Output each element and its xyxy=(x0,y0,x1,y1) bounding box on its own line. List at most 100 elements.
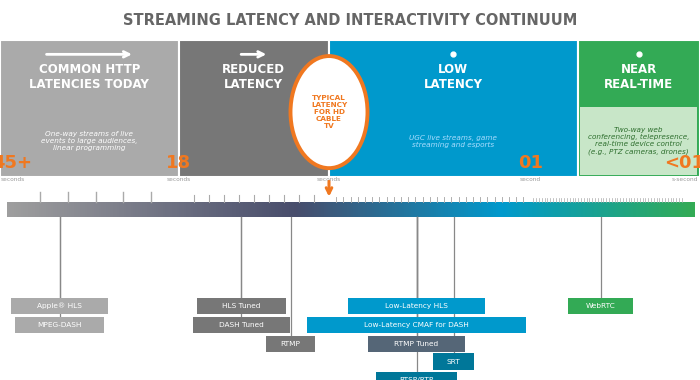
Bar xyxy=(399,202,402,217)
Bar xyxy=(342,202,344,217)
Bar xyxy=(167,202,170,217)
Bar xyxy=(397,202,399,217)
Bar xyxy=(622,202,624,217)
Bar xyxy=(494,202,496,217)
Text: RTSP/RTP: RTSP/RTP xyxy=(399,377,434,380)
Bar xyxy=(275,202,278,217)
Bar xyxy=(517,202,519,217)
Text: STREAMING LATENCY AND INTERACTIVITY CONTINUUM: STREAMING LATENCY AND INTERACTIVITY CONT… xyxy=(122,13,577,28)
Bar xyxy=(296,202,298,217)
Bar xyxy=(225,202,228,217)
Bar xyxy=(136,202,138,217)
Bar xyxy=(675,202,677,217)
Bar xyxy=(422,202,425,217)
Bar xyxy=(158,202,161,217)
Bar xyxy=(580,202,583,217)
Text: DASH Tuned: DASH Tuned xyxy=(219,322,264,328)
Bar xyxy=(381,202,384,217)
Bar xyxy=(66,202,69,217)
Bar xyxy=(60,202,62,217)
Bar xyxy=(390,202,393,217)
Bar xyxy=(682,202,684,217)
Bar xyxy=(120,202,122,217)
Bar xyxy=(48,202,50,217)
Bar xyxy=(23,202,25,217)
Bar xyxy=(650,202,652,217)
FancyBboxPatch shape xyxy=(433,353,474,370)
Bar xyxy=(253,202,255,217)
Bar xyxy=(117,202,120,217)
Bar xyxy=(652,202,654,217)
Bar xyxy=(25,202,27,217)
Bar xyxy=(172,202,174,217)
Bar xyxy=(546,202,549,217)
Bar xyxy=(526,202,528,217)
Bar xyxy=(170,202,172,217)
FancyBboxPatch shape xyxy=(568,298,633,314)
Bar xyxy=(330,202,332,217)
Bar xyxy=(673,202,675,217)
Bar xyxy=(523,202,526,217)
Bar xyxy=(310,202,312,217)
Bar xyxy=(647,202,650,217)
Bar xyxy=(307,202,310,217)
Bar xyxy=(312,202,314,217)
Bar xyxy=(404,202,406,217)
Bar xyxy=(558,202,560,217)
Bar xyxy=(289,202,291,217)
Bar xyxy=(631,202,634,217)
Bar xyxy=(413,202,415,217)
Bar xyxy=(533,202,535,217)
Bar xyxy=(57,202,60,217)
Bar xyxy=(691,202,693,217)
Bar xyxy=(590,202,592,217)
Bar xyxy=(379,202,381,217)
Bar xyxy=(97,202,99,217)
Bar xyxy=(163,202,165,217)
Bar xyxy=(285,202,287,217)
Bar xyxy=(12,202,14,217)
Bar xyxy=(480,202,482,217)
Text: seconds: seconds xyxy=(1,177,24,182)
Bar xyxy=(255,202,257,217)
Text: Two-way web
conferencing, telepresence,
real-time device control
(e.g., PTZ came: Two-way web conferencing, telepresence, … xyxy=(588,127,690,155)
Bar xyxy=(365,202,368,217)
Bar xyxy=(370,202,372,217)
Bar xyxy=(415,202,418,217)
Bar xyxy=(76,202,78,217)
Bar xyxy=(250,202,253,217)
Bar xyxy=(264,202,266,217)
Bar xyxy=(620,202,622,217)
Bar xyxy=(234,202,237,217)
Bar xyxy=(9,202,12,217)
Bar xyxy=(329,40,578,177)
Bar xyxy=(319,202,321,217)
Bar xyxy=(388,202,390,217)
Bar xyxy=(634,202,636,217)
FancyBboxPatch shape xyxy=(307,317,526,333)
Bar xyxy=(94,202,97,217)
Text: COMMON HTTP
LATENCIES TODAY: COMMON HTTP LATENCIES TODAY xyxy=(29,63,149,91)
Bar xyxy=(78,202,81,217)
Bar xyxy=(374,202,377,217)
Bar xyxy=(161,202,163,217)
Bar xyxy=(337,202,340,217)
Bar xyxy=(237,202,239,217)
Bar xyxy=(484,202,486,217)
Bar xyxy=(491,202,494,217)
Bar xyxy=(122,202,124,217)
Bar xyxy=(461,202,463,217)
Bar xyxy=(291,202,294,217)
Bar xyxy=(659,202,661,217)
Bar xyxy=(567,202,569,217)
Bar xyxy=(262,202,264,217)
Text: Low-Latency HLS: Low-Latency HLS xyxy=(385,303,448,309)
Bar xyxy=(482,202,484,217)
Bar xyxy=(230,202,232,217)
Bar xyxy=(626,202,629,217)
Bar xyxy=(177,202,179,217)
Bar xyxy=(110,202,113,217)
Text: NEAR
REAL-TIME: NEAR REAL-TIME xyxy=(604,63,673,91)
Bar xyxy=(62,202,64,217)
Bar xyxy=(340,202,342,217)
